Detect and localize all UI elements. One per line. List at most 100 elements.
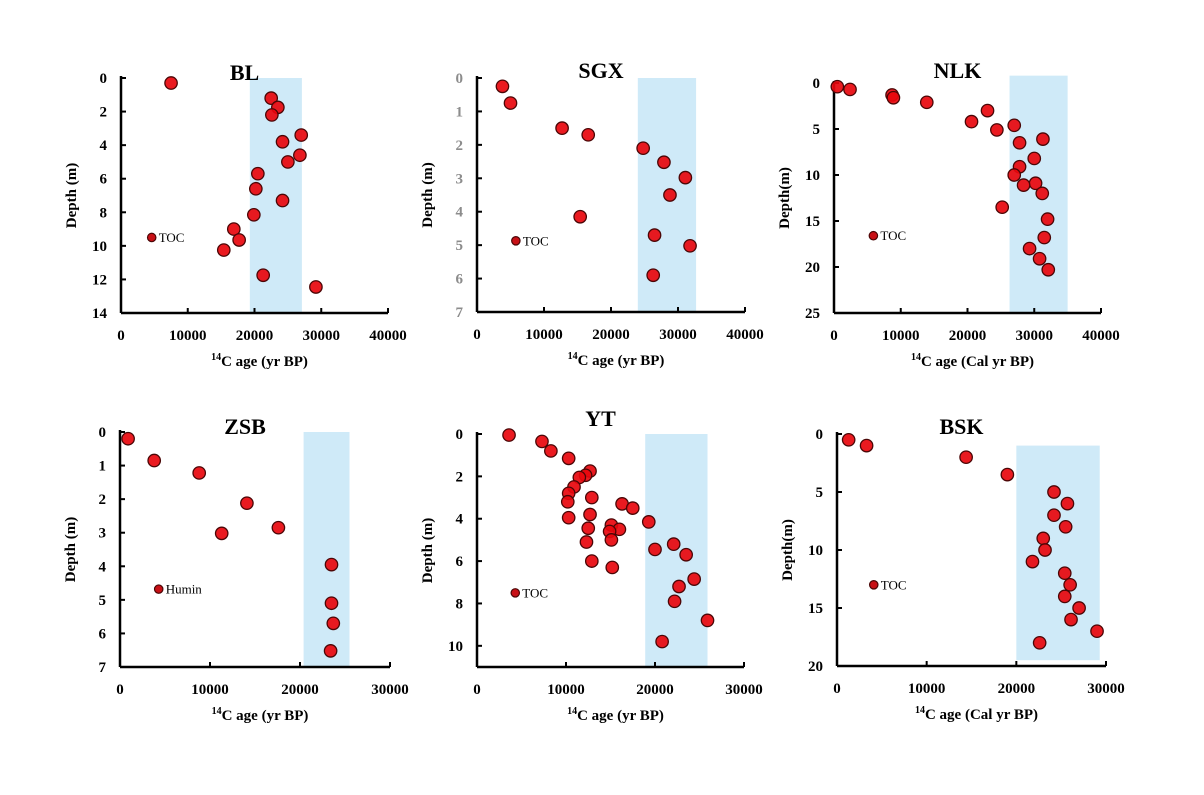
- data-point: [1032, 635, 1047, 650]
- x-tick-label: 20000: [636, 682, 674, 698]
- y-axis-label: Depth(m): [780, 519, 796, 581]
- y-tick-label: 3: [456, 171, 464, 187]
- y-tick-label: 10: [808, 543, 823, 559]
- data-point: [700, 613, 715, 628]
- data-point: [1057, 566, 1072, 581]
- legend-marker: [510, 588, 521, 598]
- y-tick-label: 2: [456, 469, 464, 485]
- y-tick-label: 20: [808, 659, 823, 675]
- x-axis-label: 14C age (yr BP): [567, 706, 664, 724]
- data-point: [573, 209, 588, 224]
- data-point: [683, 238, 697, 253]
- x-tick-label: 0: [117, 328, 125, 344]
- data-point: [919, 95, 934, 110]
- legend-label: Humin: [166, 582, 203, 597]
- x-tick-label: 20000: [236, 328, 274, 344]
- legend-marker: [153, 584, 164, 594]
- x-axis-label-text: C age (Cal yr BP): [921, 354, 1034, 370]
- x-tick-label: 0: [116, 682, 124, 698]
- data-point: [672, 579, 686, 594]
- panel-nlk: 0 10000 20000 30000 40000 0 5 10 15 20 25 NLK 14C ag…: [777, 58, 1120, 370]
- x-axis-label-superscript: 14: [211, 352, 221, 363]
- x-axis-label-text: C age (yr BP): [222, 708, 309, 724]
- data-point: [503, 96, 518, 110]
- data-point: [560, 494, 575, 509]
- data-point: [240, 496, 254, 511]
- x-tick-label: 10000: [191, 682, 229, 698]
- y-tick-label: 15: [805, 214, 820, 230]
- y-tick-label: 0: [99, 425, 107, 441]
- x-axis-label-superscript: 14: [568, 351, 578, 362]
- legend-marker: [511, 235, 521, 246]
- x-axis-label-text: C age (yr BP): [221, 354, 308, 370]
- y-tick-label: 6: [456, 554, 464, 570]
- y-tick-label: 15: [808, 601, 823, 617]
- y-tick-label: 5: [813, 122, 821, 138]
- data-point: [1072, 601, 1086, 615]
- data-point: [579, 535, 594, 549]
- panel-yt: 0 10000 20000 30000 0 2 4 6 8 10 YT 14C age (yr BP)…: [420, 406, 763, 724]
- x-axis-label: 14C age (yr BP): [568, 351, 665, 369]
- y-tick-label: 4: [100, 138, 108, 154]
- x-tick-label: 30000: [371, 682, 409, 698]
- x-axis-label-superscript: 14: [911, 352, 921, 363]
- data-point: [581, 127, 596, 142]
- x-tick-label: 0: [473, 327, 481, 343]
- data-point: [657, 155, 671, 170]
- data-point: [859, 438, 874, 453]
- y-tick-label: 25: [805, 306, 820, 322]
- data-point: [886, 90, 901, 105]
- y-tick-label: 2: [456, 138, 464, 154]
- panel-bsk: 0 10000 20000 30000 0 5 10 15 20 BSK 14C age (Cal …: [780, 414, 1125, 723]
- y-tick-label: 12: [92, 272, 107, 288]
- data-point: [830, 79, 845, 94]
- data-point: [1040, 212, 1055, 227]
- data-point: [1035, 186, 1050, 201]
- data-point: [502, 428, 516, 442]
- x-axis-label-text: C age (yr BP): [578, 353, 665, 369]
- data-point: [666, 537, 681, 551]
- data-point: [964, 114, 979, 129]
- x-tick-label: 20000: [281, 682, 319, 698]
- data-point: [648, 542, 662, 557]
- data-point: [1012, 135, 1027, 150]
- data-point: [250, 166, 265, 181]
- y-tick-label: 5: [816, 485, 824, 501]
- data-point: [1007, 168, 1022, 182]
- x-tick-label: 30000: [303, 328, 341, 344]
- panel-sgx: 0 10000 20000 30000 40000 0 1 2 3 4 5 6 7 SGX 14C age …: [420, 58, 764, 369]
- data-point: [687, 572, 702, 586]
- x-tick-label: 10000: [547, 682, 585, 698]
- x-tick-label: 20000: [592, 327, 630, 343]
- data-point: [271, 520, 286, 535]
- data-point: [663, 188, 677, 202]
- data-point: [636, 141, 651, 156]
- data-point: [583, 507, 597, 522]
- x-axis-label: 14C age (yr BP): [211, 352, 308, 370]
- y-tick-label: 4: [99, 559, 107, 575]
- x-tick-label: 30000: [659, 327, 697, 343]
- data-point: [495, 79, 510, 94]
- y-axis-label: Depth (m): [420, 162, 436, 227]
- data-point: [625, 501, 640, 515]
- data-point: [275, 134, 290, 149]
- data-point: [841, 432, 856, 447]
- x-tick-label: 30000: [1016, 328, 1054, 344]
- data-point: [293, 148, 307, 163]
- highlight-band: [303, 432, 350, 667]
- data-point: [1064, 612, 1078, 627]
- data-point: [275, 193, 290, 208]
- data-point: [1000, 467, 1015, 482]
- legend-label: TOC: [880, 228, 906, 243]
- data-point: [1022, 241, 1037, 256]
- x-axis-label-text: C age (Cal yr BP): [925, 707, 1038, 723]
- panel-title: NLK: [934, 58, 982, 83]
- x-tick-label: 30000: [725, 682, 763, 698]
- y-tick-label: 0: [456, 71, 464, 87]
- legend-marker: [868, 230, 879, 241]
- y-tick-label: 4: [456, 205, 464, 221]
- y-tick-label: 7: [456, 305, 464, 321]
- x-tick-label: 40000: [726, 327, 764, 343]
- data-point: [605, 560, 620, 575]
